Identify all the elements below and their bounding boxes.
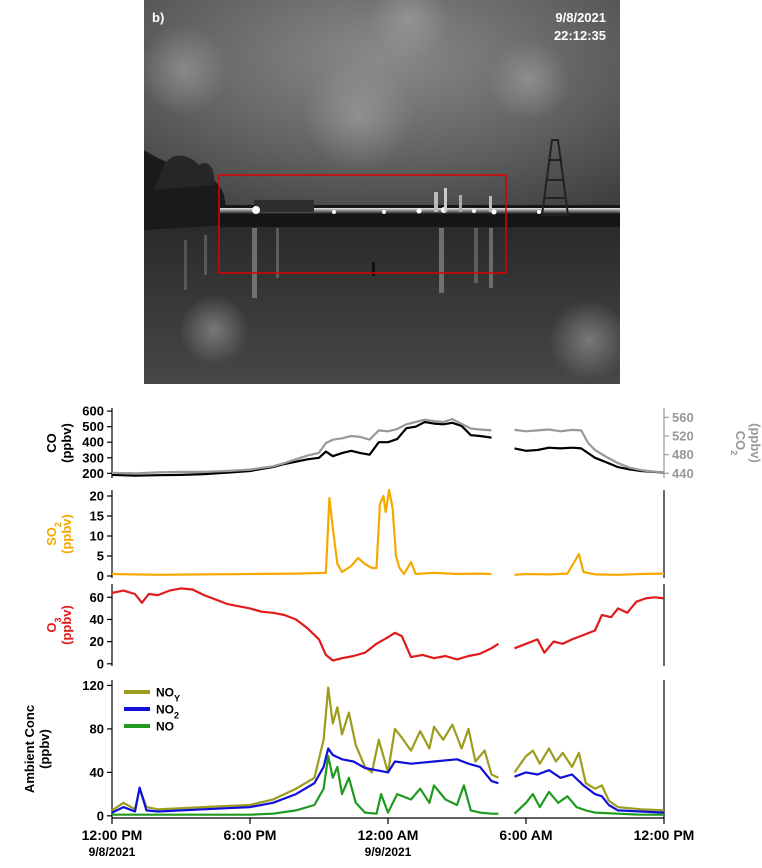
x-tick-label: 12:00 AM [358, 827, 419, 843]
panel-o3: 0 20 40 60 O3(ppbv) [44, 584, 665, 671]
y2-tick-label: 480 [672, 447, 694, 462]
y-tick-label: 5 [97, 549, 104, 564]
series-line-co-seg0 [111, 420, 492, 477]
y2-tick-label: 520 [672, 429, 694, 444]
series-line-so2-seg0 [111, 488, 492, 576]
series-line-no-seg0 [112, 755, 499, 816]
y-axis-title: O3(ppbv) [44, 605, 74, 645]
legend-label-name: NO [156, 703, 174, 717]
camera-photo: b) 9/8/2021 22:12:35 [144, 0, 620, 384]
y-tick-label: 15 [90, 509, 104, 524]
y-tick-label: 0 [97, 656, 104, 671]
series-line-co-seg1 [514, 446, 665, 474]
y-axis-title-name: Ambient Conc [22, 705, 37, 793]
legend-label-name: NO [156, 720, 174, 734]
y-axis-title: CO(ppbv) [44, 423, 74, 463]
highlight-box [218, 174, 507, 274]
y-axis-title-unit: (ppbv) [59, 423, 74, 463]
series-line-co2-seg0 [111, 418, 492, 475]
series-line-no2-seg1 [514, 769, 665, 814]
legend-label-sub: 2 [174, 711, 179, 721]
y-axis-title-name: SO [44, 527, 59, 546]
y-tick-label: 120 [82, 678, 104, 693]
y-axis-title-sub: 3 [53, 617, 63, 622]
legend-label-name: NO [156, 686, 174, 700]
legend-label: NOY [156, 686, 180, 704]
series-line-no2-seg0 [111, 747, 499, 814]
y-tick-label: 20 [90, 489, 104, 504]
y-tick-label: 300 [82, 450, 104, 465]
series-line-noy-seg1 [513, 747, 665, 812]
y-axis-title: SO2(ppbv) [44, 514, 74, 554]
y-tick-label: 40 [90, 612, 104, 627]
x-tick-date-label: 9/8/2021 [89, 845, 136, 859]
y-tick-label: 40 [90, 765, 104, 780]
y-tick-label: 500 [82, 419, 104, 434]
y2-axis-title-unit: (ppbv) [748, 423, 762, 463]
series-line-co2-seg1 [514, 428, 665, 474]
y-tick-label: 400 [82, 435, 104, 450]
series-line-so2-seg1 [514, 552, 665, 576]
x-tick-label: 12:00 PM [634, 827, 695, 843]
y-tick-label: 0 [97, 569, 104, 584]
y2-axis-title: CO2 (ppbv) [729, 423, 762, 463]
y-tick-label: 0 [97, 808, 104, 823]
y-tick-label: 10 [90, 529, 104, 544]
y-tick-label: 60 [90, 590, 104, 605]
y2-tick-label: 440 [672, 466, 694, 481]
y-axis-title-unit: (ppbv) [59, 514, 74, 554]
photo-time: 22:12:35 [554, 28, 606, 43]
panel-label: b) [152, 10, 164, 25]
y-axis-title-name: O [44, 622, 59, 632]
x-tick-label: 6:00 PM [224, 827, 277, 843]
y-tick-label: 80 [90, 721, 104, 736]
y-tick-label: 600 [82, 404, 104, 419]
series-line-no-seg1 [513, 790, 664, 816]
y-axis-title-sub: 2 [53, 522, 63, 527]
y2-axis-title-sub: 2 [729, 450, 739, 455]
panel-so2: 0 5 10 15 20 SO2(ppbv) [44, 488, 665, 584]
series-line-o3-seg1 [514, 596, 665, 654]
y2-tick-label: 560 [672, 410, 694, 425]
y-axis-title-unit: (ppbv) [59, 605, 74, 645]
y2-axis-title-name: CO [733, 431, 748, 451]
legend-label: NO [156, 720, 174, 734]
series-line-o3-seg0 [111, 587, 500, 662]
y-axis-title-name: CO [44, 433, 59, 453]
photo-date: 9/8/2021 [555, 10, 606, 25]
y-tick-label: 200 [82, 466, 104, 481]
y-tick-label: 20 [90, 634, 104, 649]
series-line-noy-seg0 [111, 686, 499, 812]
x-tick-label: 12:00 PM [82, 827, 143, 843]
legend-label: NO2 [156, 703, 179, 721]
y-axis-title-unit: (ppbv) [37, 729, 52, 769]
x-tick-date-label: 9/9/2021 [365, 845, 412, 859]
legend-label-sub: Y [174, 694, 180, 704]
x-tick-label: 6:00 AM [499, 827, 552, 843]
night-scene-image: b) 9/8/2021 22:12:35 [144, 0, 620, 384]
y-axis-title: Ambient Conc(ppbv) [22, 705, 52, 793]
